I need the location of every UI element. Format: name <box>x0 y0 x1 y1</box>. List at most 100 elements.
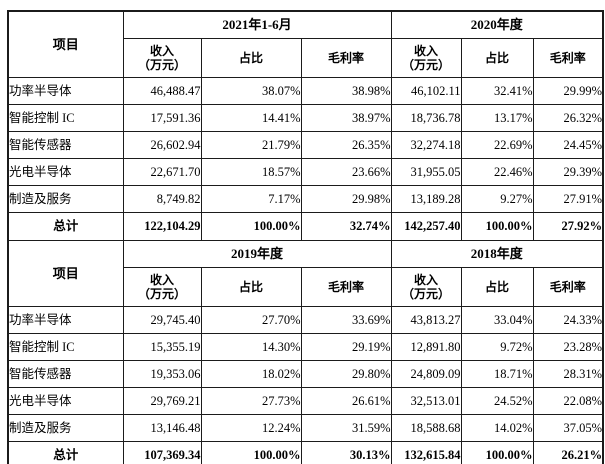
value-cell: 24.45% <box>532 131 604 159</box>
row-label: 智能控制 IC <box>7 333 124 361</box>
total-label: 总计 <box>7 441 124 464</box>
value-cell: 38.97% <box>300 104 392 132</box>
total-value-cell: 100.00% <box>460 212 534 241</box>
value-cell: 29.80% <box>300 360 392 388</box>
value-cell: 32.41% <box>460 77 534 105</box>
value-cell: 26.32% <box>532 104 604 132</box>
total-row: 总计 107,369.34 100.00% 30.13% 132,615.84 100.0… <box>7 441 604 464</box>
table-section: 项目 2021年1-6月 2020年度 收入 （万元） 占比 毛利率 收入 （万元） 占比 毛利… <box>7 10 604 241</box>
column-header: 占比 <box>460 38 534 78</box>
row-label: 智能控制 IC <box>7 104 124 132</box>
table-row: 制造及服务 13,146.48 12.24% 31.59% 18,588.68 14.02… <box>7 414 604 442</box>
value-cell: 24.33% <box>532 306 604 334</box>
value-cell: 23.66% <box>300 158 392 186</box>
table-row: 功率半导体 46,488.47 38.07% 38.98% 46,102.11 32.41… <box>7 77 604 105</box>
column-header: 毛利率 <box>532 38 604 78</box>
value-cell: 33.69% <box>300 306 392 334</box>
value-cell: 31.59% <box>300 414 392 442</box>
value-cell: 18.71% <box>460 360 534 388</box>
value-cell: 31,955.05 <box>390 158 462 186</box>
value-cell: 14.02% <box>460 414 534 442</box>
column-header-row: 收入 （万元） 占比 毛利率 收入 （万元） 占比 毛利率 <box>8 267 604 307</box>
row-label: 光电半导体 <box>7 158 124 186</box>
table-row: 功率半导体 29,745.40 27.70% 33.69% 43,813.27 33.04… <box>7 306 604 334</box>
value-cell: 26.35% <box>300 131 392 159</box>
table-row: 智能传感器 26,602.94 21.79% 26.35% 32,274.18 22.69… <box>7 131 604 159</box>
period-header: 2018年度 <box>390 240 604 268</box>
value-cell: 29.19% <box>300 333 392 361</box>
total-value-cell: 132,615.84 <box>390 441 462 464</box>
total-value-cell: 142,257.40 <box>390 212 462 241</box>
value-cell: 9.72% <box>460 333 534 361</box>
value-cell: 32,513.01 <box>390 387 462 415</box>
column-header: 毛利率 <box>532 267 604 307</box>
value-cell: 8,749.82 <box>122 185 202 213</box>
table-section: 项目 2019年度 2018年度 收入 （万元） 占比 毛利率 收入 （万元） 占比 毛利率 功率… <box>7 240 604 464</box>
value-cell: 17,591.36 <box>122 104 202 132</box>
value-cell: 22,671.70 <box>122 158 202 186</box>
column-header-row: 收入 （万元） 占比 毛利率 收入 （万元） 占比 毛利率 <box>8 38 604 78</box>
column-header: 毛利率 <box>300 38 392 78</box>
column-header: 收入 （万元） <box>390 267 462 307</box>
table-row: 智能传感器 19,353.06 18.02% 29.80% 24,809.09 18.71… <box>7 360 604 388</box>
value-cell: 38.07% <box>200 77 302 105</box>
value-cell: 14.41% <box>200 104 302 132</box>
period-header-row: 项目 2021年1-6月 2020年度 <box>7 10 604 78</box>
total-value-cell: 100.00% <box>200 212 302 241</box>
value-cell: 38.98% <box>300 77 392 105</box>
value-cell: 27.70% <box>200 306 302 334</box>
value-cell: 18,736.78 <box>390 104 462 132</box>
value-cell: 14.30% <box>200 333 302 361</box>
value-cell: 29.99% <box>532 77 604 105</box>
total-value-cell: 26.21% <box>532 441 604 464</box>
column-header: 收入 （万元） <box>122 267 202 307</box>
value-cell: 43,813.27 <box>390 306 462 334</box>
total-value-cell: 107,369.34 <box>122 441 202 464</box>
value-cell: 27.73% <box>200 387 302 415</box>
value-cell: 37.05% <box>532 414 604 442</box>
value-cell: 29,769.21 <box>122 387 202 415</box>
value-cell: 13,146.48 <box>122 414 202 442</box>
value-cell: 22.69% <box>460 131 534 159</box>
column-header: 占比 <box>460 267 534 307</box>
value-cell: 29,745.40 <box>122 306 202 334</box>
value-cell: 46,488.47 <box>122 77 202 105</box>
total-value-cell: 32.74% <box>300 212 392 241</box>
total-value-cell: 30.13% <box>300 441 392 464</box>
value-cell: 12,891.80 <box>390 333 462 361</box>
value-cell: 28.31% <box>532 360 604 388</box>
table-row: 制造及服务 8,749.82 7.17% 29.98% 13,189.28 9.27% 27… <box>7 185 604 213</box>
value-cell: 32,274.18 <box>390 131 462 159</box>
total-row: 总计 122,104.29 100.00% 32.74% 142,257.40 100.0… <box>7 212 604 241</box>
row-label: 智能传感器 <box>7 360 124 388</box>
item-column-header: 项目 <box>7 10 124 78</box>
table-row: 智能控制 IC 17,591.36 14.41% 38.97% 18,736.78 13.… <box>7 104 604 132</box>
table-row: 光电半导体 29,769.21 27.73% 26.61% 32,513.01 24.52… <box>7 387 604 415</box>
value-cell: 9.27% <box>460 185 534 213</box>
row-label: 光电半导体 <box>7 387 124 415</box>
value-cell: 19,353.06 <box>122 360 202 388</box>
table-row: 智能控制 IC 15,355.19 14.30% 29.19% 12,891.80 9.7… <box>7 333 604 361</box>
row-label: 制造及服务 <box>7 414 124 442</box>
period-header: 2020年度 <box>390 10 604 39</box>
value-cell: 29.98% <box>300 185 392 213</box>
total-value-cell: 27.92% <box>532 212 604 241</box>
table-row: 光电半导体 22,671.70 18.57% 23.66% 31,955.05 22.46… <box>7 158 604 186</box>
row-label: 制造及服务 <box>7 185 124 213</box>
value-cell: 21.79% <box>200 131 302 159</box>
total-label: 总计 <box>7 212 124 241</box>
column-header: 收入 （万元） <box>390 38 462 78</box>
column-header: 收入 （万元） <box>122 38 202 78</box>
period-header: 2021年1-6月 <box>122 10 392 39</box>
value-cell: 18,588.68 <box>390 414 462 442</box>
value-cell: 18.57% <box>200 158 302 186</box>
item-column-header: 项目 <box>7 240 124 307</box>
revenue-breakdown-table: 项目 2021年1-6月 2020年度 收入 （万元） 占比 毛利率 收入 （万元） 占比 毛利… <box>7 10 605 464</box>
value-cell: 13.17% <box>460 104 534 132</box>
total-value-cell: 100.00% <box>200 441 302 464</box>
row-label: 功率半导体 <box>7 306 124 334</box>
total-value-cell: 100.00% <box>460 441 534 464</box>
total-value-cell: 122,104.29 <box>122 212 202 241</box>
value-cell: 15,355.19 <box>122 333 202 361</box>
